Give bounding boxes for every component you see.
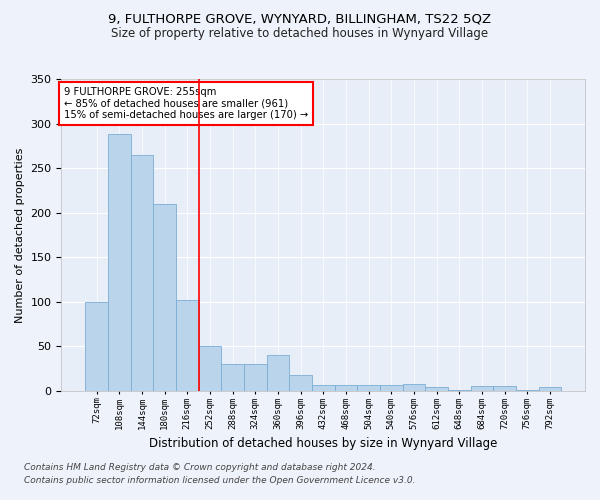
- Bar: [357, 384, 380, 391]
- Bar: [266, 355, 289, 391]
- Bar: [131, 154, 153, 391]
- Text: Contains HM Land Registry data © Crown copyright and database right 2024.: Contains HM Land Registry data © Crown c…: [24, 464, 376, 472]
- Bar: [380, 384, 403, 391]
- Text: 9, FULTHORPE GROVE, WYNYARD, BILLINGHAM, TS22 5QZ: 9, FULTHORPE GROVE, WYNYARD, BILLINGHAM,…: [109, 12, 491, 26]
- Bar: [335, 384, 357, 391]
- Bar: [108, 134, 131, 391]
- Bar: [199, 346, 221, 391]
- Bar: [516, 390, 539, 391]
- Y-axis label: Number of detached properties: Number of detached properties: [15, 147, 25, 322]
- Bar: [244, 364, 266, 391]
- Text: 9 FULTHORPE GROVE: 255sqm
← 85% of detached houses are smaller (961)
15% of semi: 9 FULTHORPE GROVE: 255sqm ← 85% of detac…: [64, 87, 308, 120]
- Bar: [289, 375, 312, 391]
- Bar: [403, 384, 425, 391]
- Bar: [176, 300, 199, 391]
- Bar: [221, 364, 244, 391]
- Bar: [85, 302, 108, 391]
- Bar: [153, 204, 176, 391]
- Bar: [448, 390, 470, 391]
- Bar: [493, 386, 516, 391]
- Bar: [539, 388, 561, 391]
- Text: Contains public sector information licensed under the Open Government Licence v3: Contains public sector information licen…: [24, 476, 415, 485]
- Bar: [470, 386, 493, 391]
- Bar: [312, 384, 335, 391]
- X-axis label: Distribution of detached houses by size in Wynyard Village: Distribution of detached houses by size …: [149, 437, 497, 450]
- Text: Size of property relative to detached houses in Wynyard Village: Size of property relative to detached ho…: [112, 28, 488, 40]
- Bar: [425, 388, 448, 391]
